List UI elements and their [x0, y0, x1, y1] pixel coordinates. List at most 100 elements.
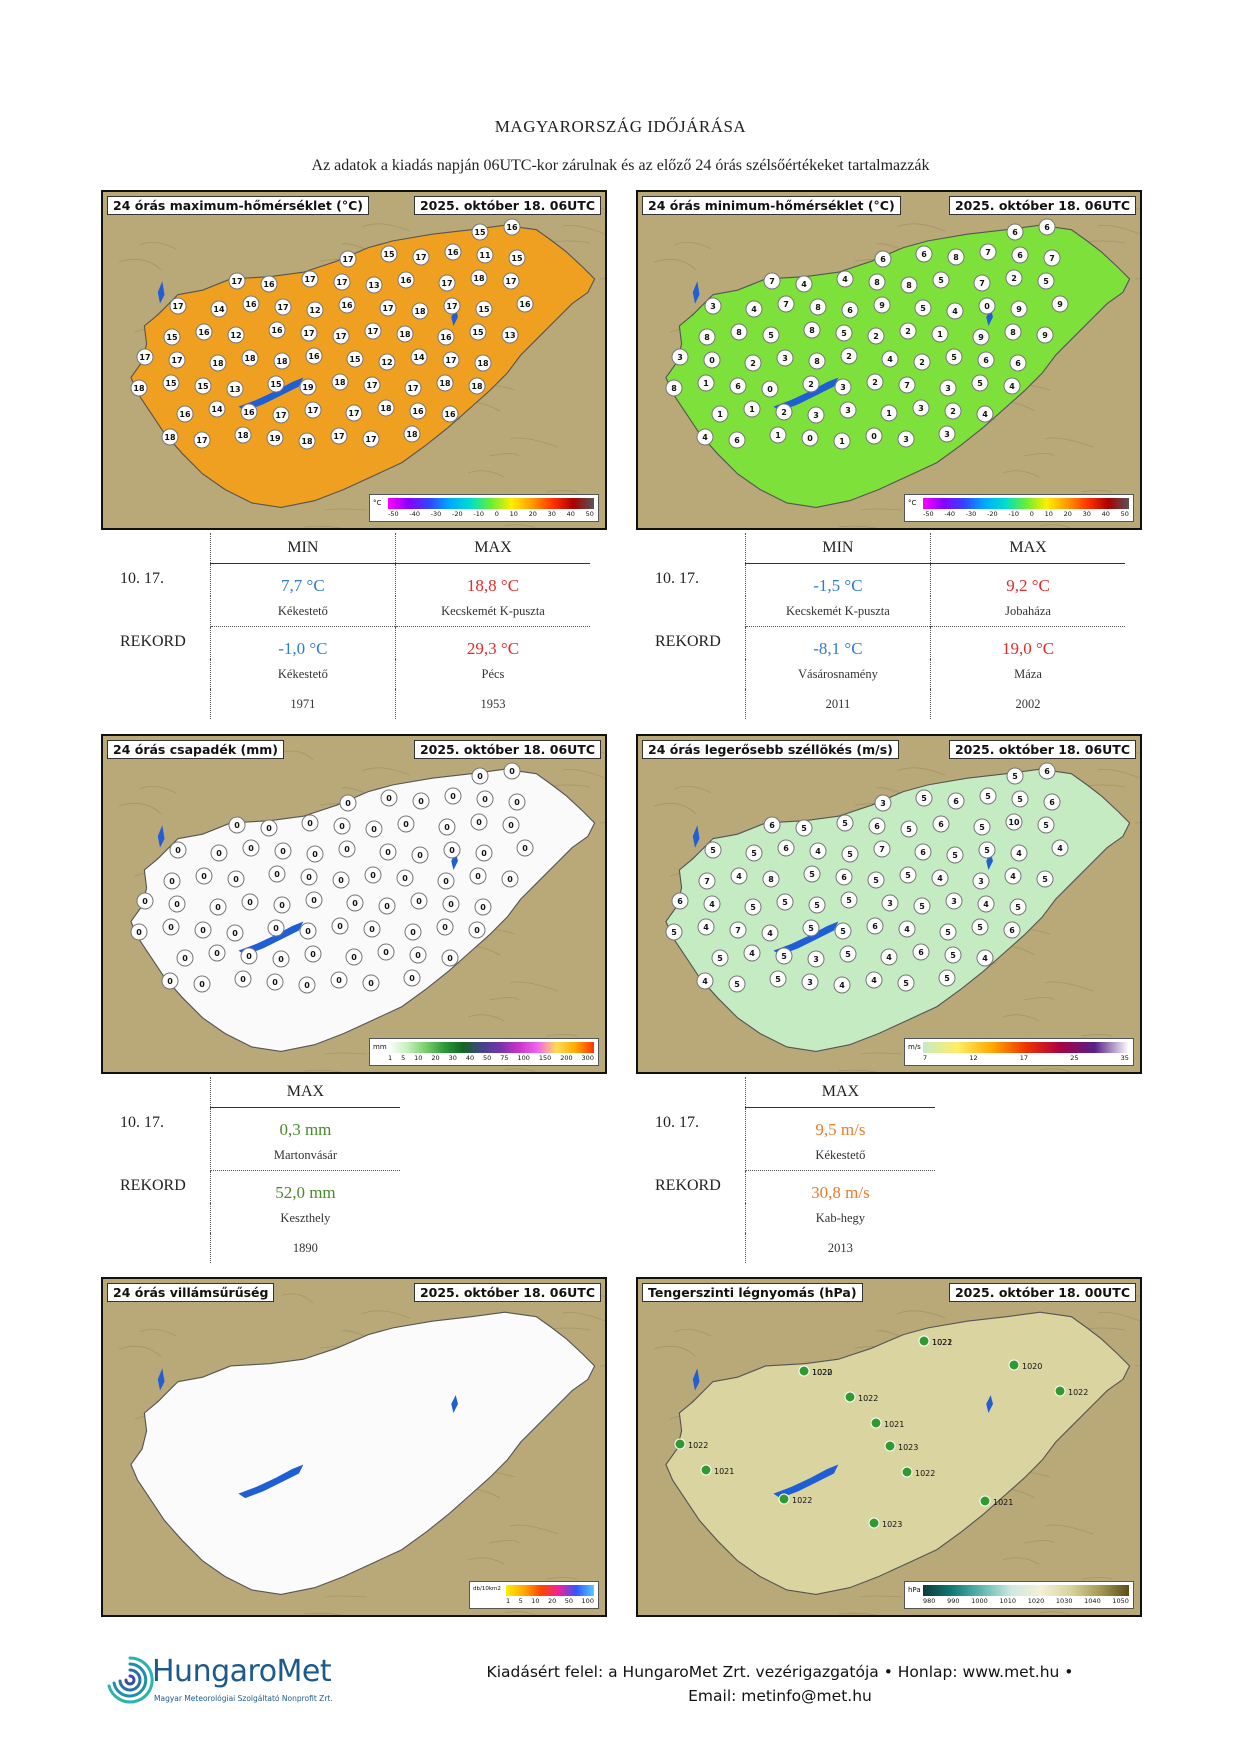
station-marker — [378, 353, 396, 371]
station-value-label: 4 — [904, 925, 910, 934]
station-value-label: 4 — [702, 433, 708, 442]
scale-unit: hPa — [908, 1586, 921, 1594]
station-marker — [1006, 223, 1024, 241]
station-value-label: 5 — [952, 851, 958, 860]
terrain-ridge — [546, 1034, 578, 1037]
station-value-label: 4 — [886, 953, 892, 962]
station-marker — [226, 380, 244, 398]
station-value-label: 0 — [984, 302, 990, 311]
station-value-label: 17 — [445, 356, 456, 365]
station-marker — [1010, 300, 1028, 318]
station-value-label: 3 — [918, 404, 924, 413]
row-label-record: REKORD — [655, 1176, 721, 1194]
station-value-label: 5 — [1012, 772, 1018, 781]
station-marker — [306, 301, 324, 319]
station-value-label: 3 — [845, 406, 851, 415]
terrain-ridge — [859, 1595, 903, 1598]
station-marker — [873, 296, 891, 314]
station-marker — [364, 866, 382, 884]
station-value-label: 15 — [197, 382, 209, 391]
station-value-label: 5 — [944, 974, 950, 983]
station-marker — [776, 893, 794, 911]
station-marker — [763, 816, 781, 834]
station-marker — [1037, 272, 1055, 290]
station-marker — [274, 842, 292, 860]
station-value-label: 6 — [1044, 223, 1050, 232]
scale-tick-label: 25 — [1070, 1054, 1079, 1062]
station-value-label: 5 — [977, 923, 983, 932]
row-label-date: 10. 17. — [120, 1113, 164, 1131]
station-value-label: 9 — [1042, 331, 1048, 340]
map-date: 2025. október 18. 06UTC — [413, 1283, 601, 1302]
terrain-ridge — [324, 1595, 368, 1598]
station-value-label: 7 — [985, 248, 991, 257]
station-value-label: 17 — [139, 353, 150, 362]
station-marker — [865, 427, 883, 445]
station-value-label: 6 — [841, 873, 847, 882]
station-value-label: 17 — [307, 406, 318, 415]
station-marker — [470, 269, 488, 287]
station-value-label: 0 — [509, 767, 515, 776]
station-value-label: 8 — [671, 384, 677, 393]
station-value-label: 18 — [164, 433, 176, 442]
station-marker — [833, 976, 851, 994]
station-marker — [298, 976, 316, 994]
station-marker — [979, 787, 997, 805]
scale-tick-label: 17 — [1019, 1054, 1029, 1062]
scale-bar — [506, 1585, 594, 1596]
terrain-ridge — [1044, 437, 1094, 448]
station-marker — [436, 918, 454, 936]
station-marker — [404, 379, 422, 397]
station-value-label: 0 — [234, 821, 240, 830]
station-value-label: 5 — [873, 876, 879, 885]
station-value-label: 18 — [439, 379, 451, 388]
station-value-label: 16 — [519, 300, 531, 309]
station-value-label: 0 — [272, 978, 278, 987]
station-marker — [665, 923, 683, 941]
scale-bar — [388, 1042, 594, 1053]
terrain-ridge — [324, 1052, 368, 1055]
station-marker — [339, 794, 357, 812]
terrain-ridge — [139, 1328, 177, 1337]
terrain-ridge — [599, 1365, 605, 1367]
col-max: MAX — [930, 533, 1125, 564]
station-marker — [240, 947, 258, 965]
scale-tick-label: 20 — [528, 510, 537, 518]
station-marker — [834, 922, 852, 940]
station-marker — [241, 349, 259, 367]
station-marker — [801, 973, 819, 991]
station-value-label: 0 — [448, 900, 454, 909]
station-marker — [743, 944, 761, 962]
station-value-label: 0 — [416, 897, 422, 906]
terrain-ridge — [562, 768, 605, 779]
station-value-label: 0 — [402, 874, 408, 883]
station-value-label: 1 — [749, 405, 755, 414]
station-marker — [881, 894, 899, 912]
station-value-label: 0 — [474, 926, 480, 935]
station-value-label: 13 — [504, 331, 515, 340]
terrain-ridge — [324, 508, 368, 511]
hungary-outline — [130, 1311, 596, 1596]
scale-unit: db/10km2 — [473, 1586, 501, 1592]
scale-tick-label: 75 — [500, 1054, 509, 1062]
footer-line-1: Kiadásért felel: a HungaroMet Zrt. vezér… — [486, 1663, 1074, 1681]
station-value-label: 0 — [337, 922, 343, 931]
station-value-label: 18 — [477, 359, 489, 368]
station-marker — [939, 379, 957, 397]
map-title: 24 órás villámsűrűség — [107, 1283, 275, 1302]
station-value-label: 4 — [749, 949, 755, 958]
station-value-label: 17 — [333, 432, 344, 441]
station-marker — [161, 972, 179, 990]
lake-balaton — [238, 1464, 304, 1499]
station-marker — [802, 375, 820, 393]
station-value-label: 18 — [406, 430, 418, 439]
station-value-label: 3 — [880, 799, 886, 808]
station-value-label: 0 — [443, 877, 449, 886]
station-value-label: 0 — [370, 871, 376, 880]
station-value-label: 5 — [808, 924, 814, 933]
station-marker — [1036, 870, 1054, 888]
station-value-label: 0 — [386, 794, 392, 803]
station-marker — [769, 970, 787, 988]
scale-tick-label: 980 — [923, 1597, 936, 1605]
station-value-label: 6 — [880, 255, 886, 264]
